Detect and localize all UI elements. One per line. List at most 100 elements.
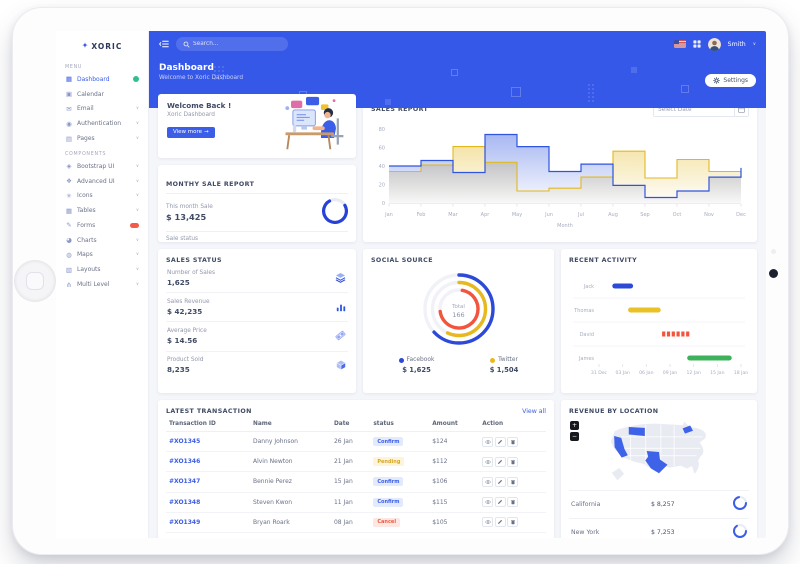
sidebar-item-calendar[interactable]: ▣ Calendar	[56, 87, 148, 102]
view-all-link[interactable]: View all	[522, 408, 546, 415]
map-zoom-out-button[interactable]: −	[570, 432, 579, 441]
edit-icon[interactable]	[494, 497, 506, 508]
user-name[interactable]: Smith	[727, 40, 746, 48]
sidebar-item-multi-level[interactable]: ⋔ Multi Level ∨	[56, 277, 148, 292]
us-flag-icon[interactable]	[673, 40, 686, 48]
menu-toggle-icon[interactable]	[159, 40, 169, 48]
search-box[interactable]	[176, 37, 288, 51]
transaction-id-link[interactable]: #XO1348	[166, 492, 250, 513]
home-button[interactable]	[14, 260, 56, 302]
us-map-wrap: + −	[569, 418, 749, 490]
svg-text:03 Jan: 03 Jan	[616, 370, 630, 376]
sidebar-item-dashboard[interactable]: ▦ Dashboard	[56, 72, 148, 87]
tx-col-header: Transaction ID	[166, 418, 250, 432]
edit-icon[interactable]	[494, 517, 506, 528]
status-badge: Confirm	[373, 497, 404, 507]
tables-icon: ▦	[65, 206, 73, 215]
transaction-id-link[interactable]: #XO1347	[166, 471, 250, 493]
legend-item-twitter: Twitter $ 1,504	[490, 357, 519, 374]
edit-icon[interactable]	[494, 436, 506, 447]
light-sensor-dot	[771, 249, 776, 254]
chevron-down-icon: ∨	[135, 163, 139, 169]
sidebar-item-label: Email	[77, 105, 94, 113]
tx-col-header: Date	[330, 418, 371, 432]
sidebar-item-layouts[interactable]: ▧ Layouts ∨	[56, 262, 148, 277]
svg-text:0: 0	[382, 201, 385, 207]
user-avatar[interactable]	[707, 37, 721, 51]
multi-level-icon: ⋔	[66, 280, 72, 289]
us-map[interactable]	[576, 418, 742, 486]
delete-icon[interactable]	[507, 497, 519, 508]
svg-text:Jack: Jack	[583, 284, 594, 290]
transaction-id-link[interactable]: #XO1349	[166, 512, 250, 533]
recent-activity-title: RECENT ACTIVITY	[569, 257, 638, 264]
sidebar-item-forms[interactable]: ✎ Forms	[56, 218, 148, 233]
transaction-amount: $115	[429, 492, 480, 513]
transaction-amount: $105	[429, 512, 480, 533]
transaction-name: Danny Johnson	[249, 431, 331, 453]
app-logo[interactable]: ✦ XORIC	[56, 38, 148, 54]
view-icon[interactable]	[482, 476, 494, 487]
sidebar-item-maps[interactable]: ◍ Maps ∨	[56, 248, 148, 263]
sidebar-item-authentication[interactable]: ◉ Authentication ∨	[56, 116, 148, 131]
view-icon[interactable]	[482, 456, 494, 467]
sales-status-item: Average Price $ 14.56	[166, 322, 348, 352]
sidebar-item-bootstrap-ui[interactable]: ◈ Bootstrap UI ∨	[56, 159, 148, 174]
search-input[interactable]	[193, 41, 281, 47]
transactions-table: Transaction ID Name Date status Amount Action…	[166, 418, 546, 533]
edit-icon[interactable]	[494, 456, 506, 467]
sidebar-item-charts[interactable]: ◕ Charts ∨	[56, 233, 148, 248]
status-item-label: Product Sold	[167, 357, 204, 364]
svg-text:Feb: Feb	[417, 212, 426, 218]
month-sale-value: $ 13,425	[166, 212, 207, 222]
map-zoom-in-button[interactable]: +	[570, 421, 579, 430]
view-icon[interactable]	[482, 517, 494, 528]
svg-text:David: David	[580, 332, 594, 338]
transaction-date: 15 Jan	[330, 471, 371, 493]
status-badge: Confirm	[373, 437, 404, 447]
edit-icon[interactable]	[494, 476, 506, 487]
settings-button[interactable]: Settings	[705, 74, 756, 87]
settings-label: Settings	[723, 77, 748, 84]
sidebar-item-label: Icons	[77, 192, 93, 200]
svg-text:Jun: Jun	[544, 212, 553, 218]
tablet-frame: ✦ XORIC MENU ▦ Dashboard ▣ Calendar ✉ Email ∨ ◉ A…	[12, 7, 789, 555]
chevron-down-icon: ∨	[135, 136, 139, 142]
home-button-square	[26, 272, 44, 290]
sidebar-item-label: Maps	[77, 251, 93, 259]
layouts-icon: ▧	[65, 265, 73, 274]
layers-icon	[334, 269, 347, 288]
sidebar-item-advanced-ui[interactable]: ❖ Advanced UI ∨	[56, 174, 148, 189]
view-icon[interactable]	[482, 497, 494, 508]
delete-icon[interactable]	[507, 476, 519, 487]
transaction-id-link[interactable]: #XO1345	[166, 431, 250, 453]
status-badge: Cancel	[373, 517, 401, 527]
chevron-down-icon: ∨	[135, 237, 139, 243]
delete-icon[interactable]	[507, 517, 519, 528]
sidebar-item-label: Authentication	[77, 120, 122, 128]
delete-icon[interactable]	[507, 436, 519, 447]
delete-icon[interactable]	[507, 456, 519, 467]
cube-icon	[335, 356, 347, 375]
sidebar-item-pages[interactable]: ▤ Pages ∨	[56, 131, 148, 146]
legend-value: $ 1,504	[489, 365, 519, 374]
status-badge: Pending	[373, 457, 405, 467]
search-icon	[183, 41, 190, 48]
sidebar-section-label: COMPONENTS	[65, 151, 107, 157]
transaction-id-link[interactable]: #XO1346	[166, 451, 250, 473]
sidebar-item-tables[interactable]: ▦ Tables ∨	[56, 203, 148, 218]
social-legend: Facebook $ 1,625 Twitter $ 1,504	[371, 357, 546, 374]
sidebar-item-icons[interactable]: ✳ Icons ∨	[56, 188, 148, 203]
view-icon[interactable]	[482, 436, 494, 447]
svg-text:80: 80	[379, 127, 385, 133]
apps-grid-icon[interactable]	[693, 40, 701, 48]
maps-icon: ◍	[66, 250, 72, 259]
welcome-view-more-button[interactable]: View more →	[167, 126, 215, 138]
month-sale-label: This month Sale	[166, 204, 213, 210]
latest-transaction-title: LATEST TRANSACTION	[166, 408, 252, 415]
svg-text:May: May	[512, 212, 522, 218]
svg-text:09 Jan: 09 Jan	[663, 370, 677, 376]
decor-square	[681, 85, 689, 93]
action-buttons	[482, 476, 519, 487]
sidebar-item-email[interactable]: ✉ Email ∨	[56, 102, 148, 117]
